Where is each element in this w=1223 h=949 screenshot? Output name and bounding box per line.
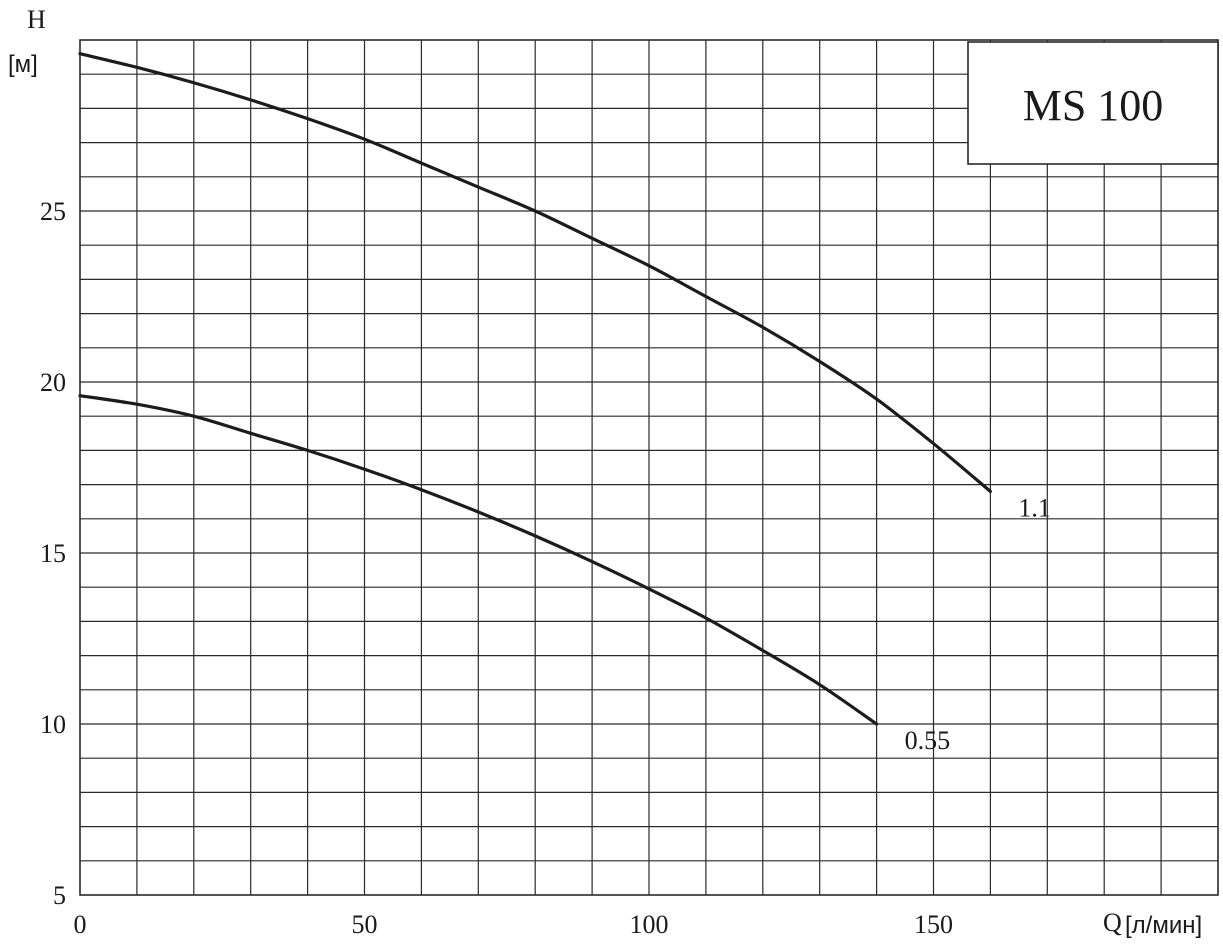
x-tick-label: 50 — [352, 910, 378, 939]
y-tick-label: 15 — [40, 539, 66, 568]
series-label: 0.55 — [905, 726, 951, 755]
axis-layer: 0 50 100 150 5 10 15 20 25 — [40, 197, 953, 939]
title-box: MS 100 — [967, 41, 1219, 165]
x-tick-label: 150 — [914, 910, 953, 939]
chart-title: MS 100 — [1023, 81, 1164, 130]
x-axis-label: Q — [1103, 908, 1122, 937]
x-tick-label: 100 — [630, 910, 669, 939]
x-tick-label: 0 — [74, 910, 87, 939]
y-axis-label: H — [27, 5, 46, 34]
series-layer: 1.1 0.55 — [78, 52, 1051, 755]
series-line-1.1 — [78, 52, 992, 494]
y-axis-unit: [м] — [8, 51, 38, 78]
grid-layer — [79, 39, 1219, 896]
y-tick-label: 5 — [53, 881, 66, 910]
y-tick-label: 25 — [40, 197, 66, 226]
y-tick-label: 10 — [40, 710, 66, 739]
x-axis-unit: [л/мин] — [1125, 912, 1202, 939]
series-line-0.55 — [78, 394, 879, 726]
series-label: 1.1 — [1018, 493, 1051, 522]
y-tick-label: 20 — [40, 368, 66, 397]
